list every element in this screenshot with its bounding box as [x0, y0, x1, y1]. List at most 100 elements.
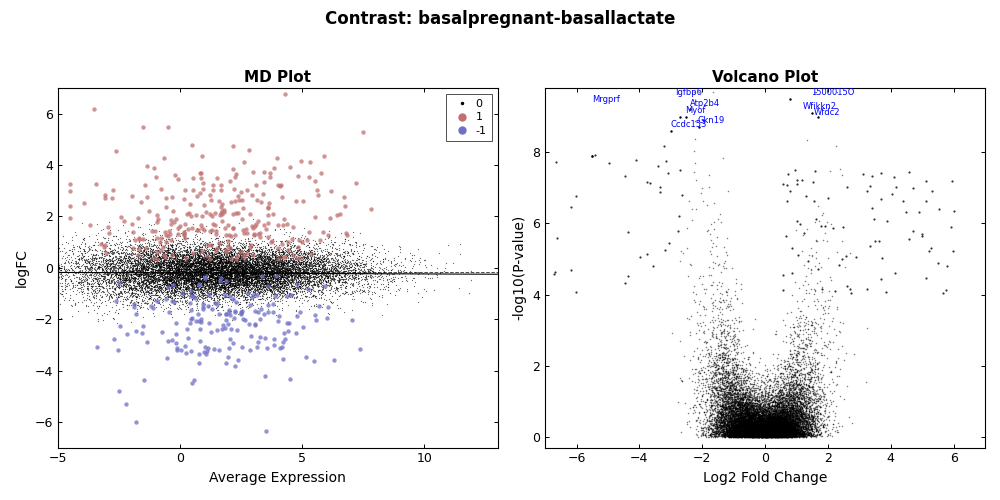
Point	[227, 282, 243, 290]
Point	[772, 418, 788, 426]
Point	[732, 402, 748, 410]
Point	[795, 392, 811, 400]
Point	[749, 418, 765, 426]
Point	[167, 276, 183, 283]
Point	[214, 282, 230, 290]
Point	[135, 279, 151, 287]
Point	[177, 268, 193, 276]
Point	[759, 425, 775, 433]
Point	[257, 274, 273, 282]
Point	[775, 397, 791, 405]
Point	[126, 270, 142, 278]
Point	[257, 282, 273, 290]
Point	[764, 430, 780, 438]
Point	[186, 266, 202, 274]
Point	[175, 270, 191, 278]
Point	[347, 264, 363, 272]
Point	[199, 258, 215, 266]
Point	[203, 287, 219, 295]
Point	[744, 430, 760, 438]
Point	[236, 260, 252, 268]
Point	[759, 429, 775, 437]
Point	[790, 423, 806, 431]
Point	[720, 433, 736, 441]
Point	[787, 425, 803, 433]
Point	[724, 316, 740, 324]
Point	[225, 282, 241, 290]
Point	[132, 304, 148, 312]
Point	[114, 258, 130, 266]
Point	[773, 418, 789, 426]
Point	[180, 284, 196, 292]
Point	[779, 432, 795, 440]
Point	[201, 268, 217, 276]
Point	[231, 263, 247, 271]
Point	[760, 429, 776, 437]
Point	[91, 286, 107, 294]
Point	[192, 264, 208, 272]
Point	[731, 426, 747, 434]
Point	[247, 270, 263, 278]
Point	[719, 356, 735, 364]
Point	[751, 424, 767, 432]
Point	[392, 266, 408, 274]
Point	[406, 260, 422, 268]
Point	[274, 262, 290, 270]
Point	[155, 260, 171, 268]
Point	[757, 432, 773, 440]
Point	[212, 240, 228, 248]
Point	[783, 385, 799, 393]
Point	[719, 432, 735, 440]
Point	[795, 432, 811, 440]
Point	[777, 416, 793, 424]
Point	[752, 423, 768, 431]
Point	[203, 278, 219, 285]
Point	[760, 425, 776, 433]
Point	[943, 223, 959, 231]
Point	[263, 257, 279, 265]
Point	[758, 426, 774, 434]
Point	[126, 266, 142, 274]
Point	[105, 296, 121, 304]
Point	[303, 248, 319, 256]
Point	[147, 266, 163, 274]
Point	[776, 420, 792, 428]
Point	[794, 404, 810, 411]
Point	[243, 260, 259, 268]
Point	[50, 286, 66, 294]
Point	[180, 272, 196, 280]
Point	[264, 266, 280, 274]
Point	[727, 430, 743, 438]
Point	[733, 431, 749, 439]
Point	[284, 265, 300, 273]
Point	[357, 288, 373, 296]
Point	[78, 301, 94, 309]
Point	[770, 422, 786, 430]
Point	[732, 419, 748, 427]
Point	[757, 388, 773, 396]
Point	[796, 380, 812, 388]
Point	[733, 424, 749, 432]
Point	[706, 368, 722, 376]
Point	[156, 286, 172, 294]
Point	[193, 254, 209, 262]
Point	[708, 376, 724, 384]
Point	[105, 274, 121, 282]
Point	[158, 262, 174, 270]
Point	[733, 411, 749, 419]
Point	[747, 398, 763, 406]
Point	[212, 285, 228, 293]
Point	[271, 265, 287, 273]
Point	[775, 411, 791, 419]
Point	[739, 410, 755, 418]
Point	[357, 275, 373, 283]
Point	[714, 424, 730, 432]
Point	[180, 282, 196, 290]
Point	[289, 263, 305, 271]
Point	[241, 280, 257, 288]
Point	[196, 260, 212, 268]
Point	[739, 409, 755, 417]
Point	[735, 432, 751, 440]
Point	[207, 275, 223, 283]
Point	[174, 256, 190, 264]
